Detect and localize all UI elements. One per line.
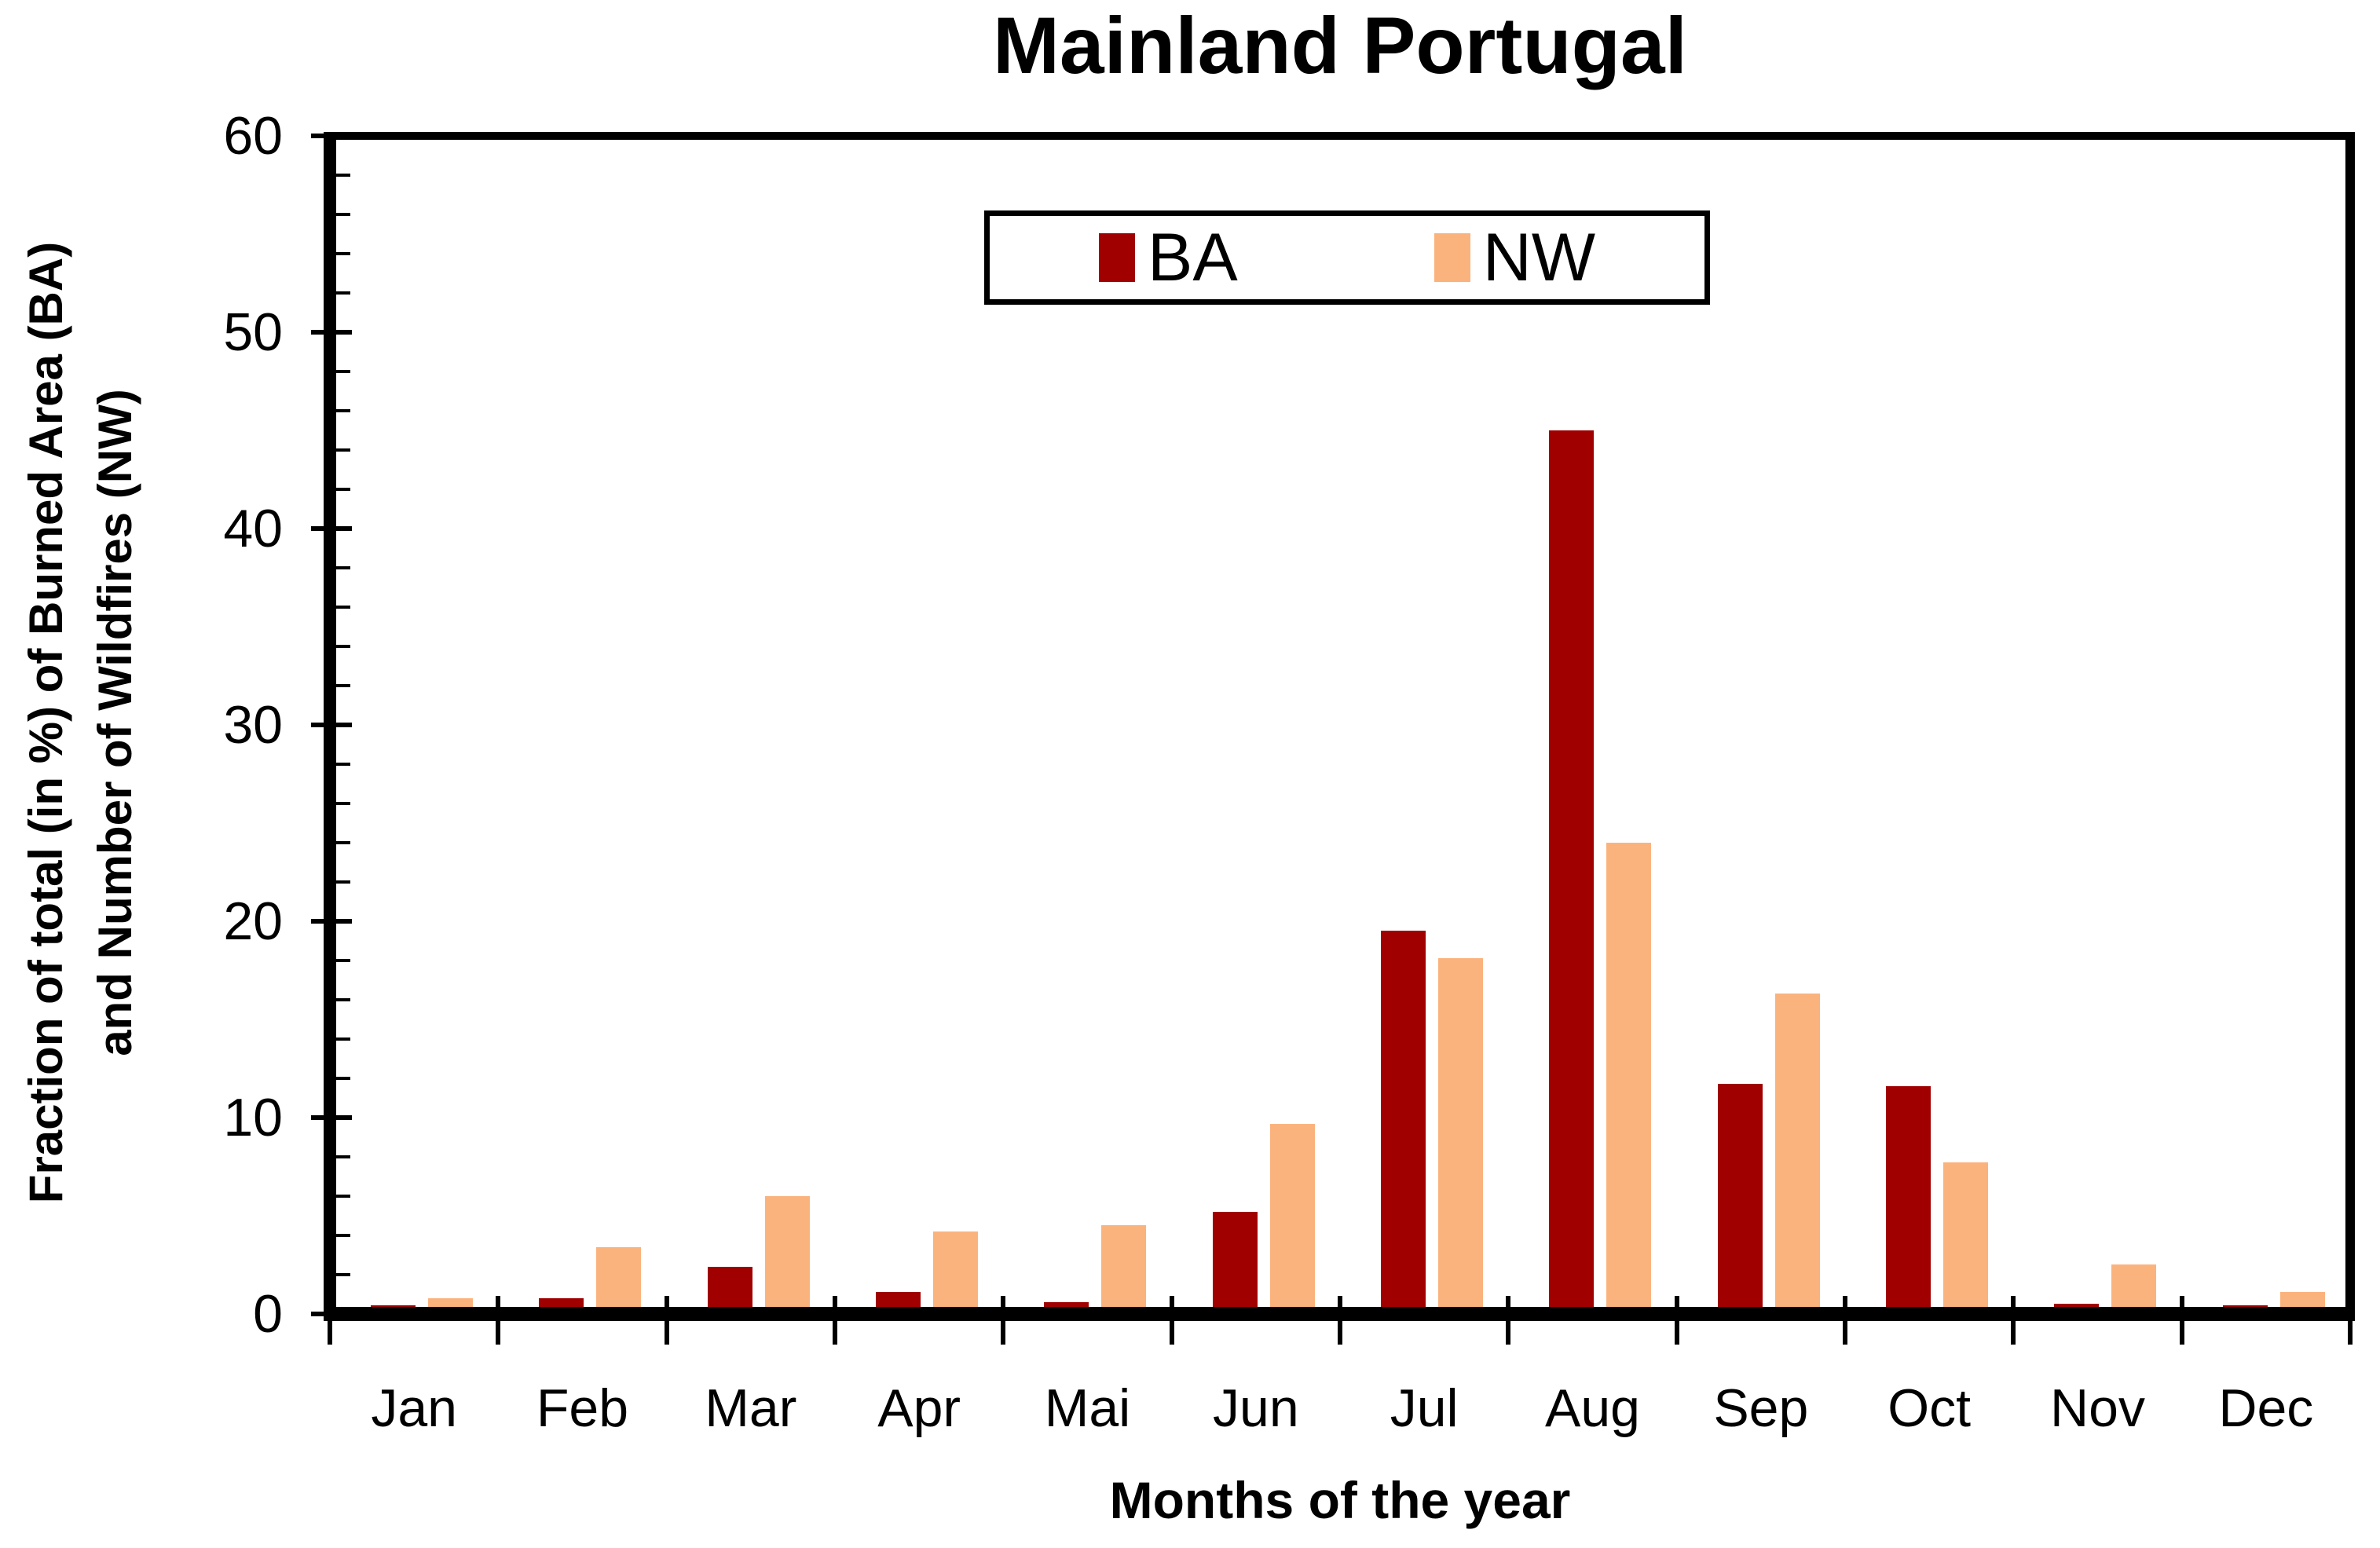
x-major-tick bbox=[1843, 1296, 1847, 1345]
x-major-tick bbox=[1001, 1296, 1006, 1345]
y-tick-label: 20 bbox=[223, 891, 283, 951]
bar-nw-jan bbox=[428, 1298, 473, 1307]
y-minor-tick bbox=[336, 252, 350, 255]
bar-nw-jun bbox=[1269, 1124, 1315, 1307]
y-tick-label: 60 bbox=[223, 106, 283, 166]
x-major-tick bbox=[2179, 1296, 2184, 1345]
y-minor-tick bbox=[336, 606, 350, 609]
y-minor-tick bbox=[336, 291, 350, 295]
x-major-tick bbox=[1338, 1296, 1342, 1345]
y-minor-tick bbox=[336, 174, 350, 177]
y-major-tick bbox=[311, 919, 352, 924]
y-tick-label: 50 bbox=[223, 302, 283, 362]
legend-item-nw: NW bbox=[1433, 220, 1595, 295]
bar-nw-apr bbox=[933, 1231, 978, 1307]
x-major-tick bbox=[1506, 1296, 1511, 1345]
y-major-tick bbox=[311, 526, 352, 531]
x-cat-label-sep: Sep bbox=[1713, 1378, 1809, 1438]
bar-nw-jul bbox=[1438, 958, 1483, 1307]
x-cat-label-jul: Jul bbox=[1390, 1378, 1459, 1438]
y-minor-tick bbox=[336, 1273, 350, 1276]
legend: BA NW bbox=[984, 210, 1710, 305]
x-cat-label-dec: Dec bbox=[2218, 1378, 2314, 1438]
bar-ba-apr bbox=[876, 1292, 921, 1307]
y-minor-tick bbox=[336, 802, 350, 805]
y-minor-tick bbox=[336, 1077, 350, 1080]
plot-area bbox=[324, 132, 2355, 1321]
bar-ba-jul bbox=[1381, 931, 1426, 1307]
bar-ba-mar bbox=[707, 1267, 752, 1307]
x-major-tick bbox=[496, 1296, 501, 1345]
y-minor-tick bbox=[336, 998, 350, 1001]
legend-label-nw: NW bbox=[1482, 220, 1595, 295]
y-minor-tick bbox=[336, 763, 350, 766]
x-major-tick bbox=[2348, 1296, 2353, 1345]
x-cat-label-mar: Mar bbox=[705, 1378, 797, 1438]
y-minor-tick bbox=[336, 1234, 350, 1237]
y-minor-tick bbox=[336, 959, 350, 962]
bar-ba-oct bbox=[1886, 1086, 1931, 1307]
y-minor-tick bbox=[336, 645, 350, 648]
y-tick-label: 0 bbox=[253, 1284, 283, 1344]
x-cat-label-mai: Mai bbox=[1044, 1378, 1131, 1438]
y-minor-tick bbox=[336, 1037, 350, 1041]
bar-nw-aug bbox=[1606, 843, 1652, 1307]
y-tick-label: 10 bbox=[223, 1088, 283, 1147]
bar-nw-oct bbox=[1943, 1162, 1988, 1307]
x-axis-title: Months of the year bbox=[1109, 1471, 1571, 1529]
x-cat-label-apr: Apr bbox=[877, 1378, 961, 1438]
bar-ba-nov bbox=[2054, 1304, 2100, 1307]
y-major-tick bbox=[311, 134, 352, 138]
x-major-tick bbox=[833, 1296, 837, 1345]
y-minor-tick bbox=[336, 213, 350, 216]
legend-swatch-ba bbox=[1098, 233, 1135, 282]
bar-ba-mai bbox=[1044, 1302, 1089, 1307]
x-cat-label-oct: Oct bbox=[1888, 1378, 1972, 1438]
x-major-tick bbox=[1169, 1296, 1174, 1345]
bar-ba-dec bbox=[2222, 1305, 2268, 1307]
bar-nw-feb bbox=[596, 1247, 642, 1307]
bar-nw-mai bbox=[1101, 1225, 1147, 1307]
y-tick-label: 30 bbox=[223, 695, 283, 755]
chart-title: Mainland Portugal bbox=[992, 1, 1688, 90]
x-cat-label-aug: Aug bbox=[1544, 1378, 1640, 1438]
y-minor-tick bbox=[336, 841, 350, 844]
y-minor-tick bbox=[336, 370, 350, 373]
bar-nw-nov bbox=[2111, 1264, 2157, 1307]
x-cat-label-jan: Jan bbox=[371, 1378, 457, 1438]
x-major-tick bbox=[664, 1296, 669, 1345]
y-minor-tick bbox=[336, 409, 350, 412]
x-major-tick bbox=[328, 1296, 332, 1345]
bar-nw-sep bbox=[1774, 994, 1820, 1307]
y-minor-tick bbox=[336, 684, 350, 687]
bar-ba-feb bbox=[539, 1298, 584, 1307]
y-tick-label: 40 bbox=[223, 499, 283, 558]
bar-ba-jan bbox=[371, 1305, 416, 1307]
y-major-tick bbox=[311, 330, 352, 335]
y-minor-tick bbox=[336, 566, 350, 569]
y-major-tick bbox=[311, 723, 352, 727]
x-major-tick bbox=[2011, 1296, 2016, 1345]
y-minor-tick bbox=[336, 1195, 350, 1198]
bar-ba-sep bbox=[1717, 1084, 1763, 1307]
bar-ba-jun bbox=[1212, 1212, 1258, 1307]
x-major-tick bbox=[1674, 1296, 1679, 1345]
legend-item-ba: BA bbox=[1098, 220, 1238, 295]
y-minor-tick bbox=[336, 1155, 350, 1158]
bar-ba-aug bbox=[1549, 430, 1595, 1307]
bar-nw-mar bbox=[764, 1196, 810, 1307]
y-minor-tick bbox=[336, 880, 350, 884]
y-minor-tick bbox=[336, 488, 350, 491]
x-cat-label-feb: Feb bbox=[536, 1378, 629, 1438]
y-major-tick bbox=[311, 1115, 352, 1120]
x-cat-label-jun: Jun bbox=[1213, 1378, 1299, 1438]
y-minor-tick bbox=[336, 448, 350, 452]
x-cat-label-nov: Nov bbox=[2050, 1378, 2145, 1438]
y-axis-title-line1: Fraction of total (in %) of Burned Area … bbox=[20, 241, 72, 1204]
bar-nw-dec bbox=[2279, 1292, 2325, 1307]
legend-label-ba: BA bbox=[1147, 220, 1238, 295]
legend-swatch-nw bbox=[1433, 233, 1470, 282]
